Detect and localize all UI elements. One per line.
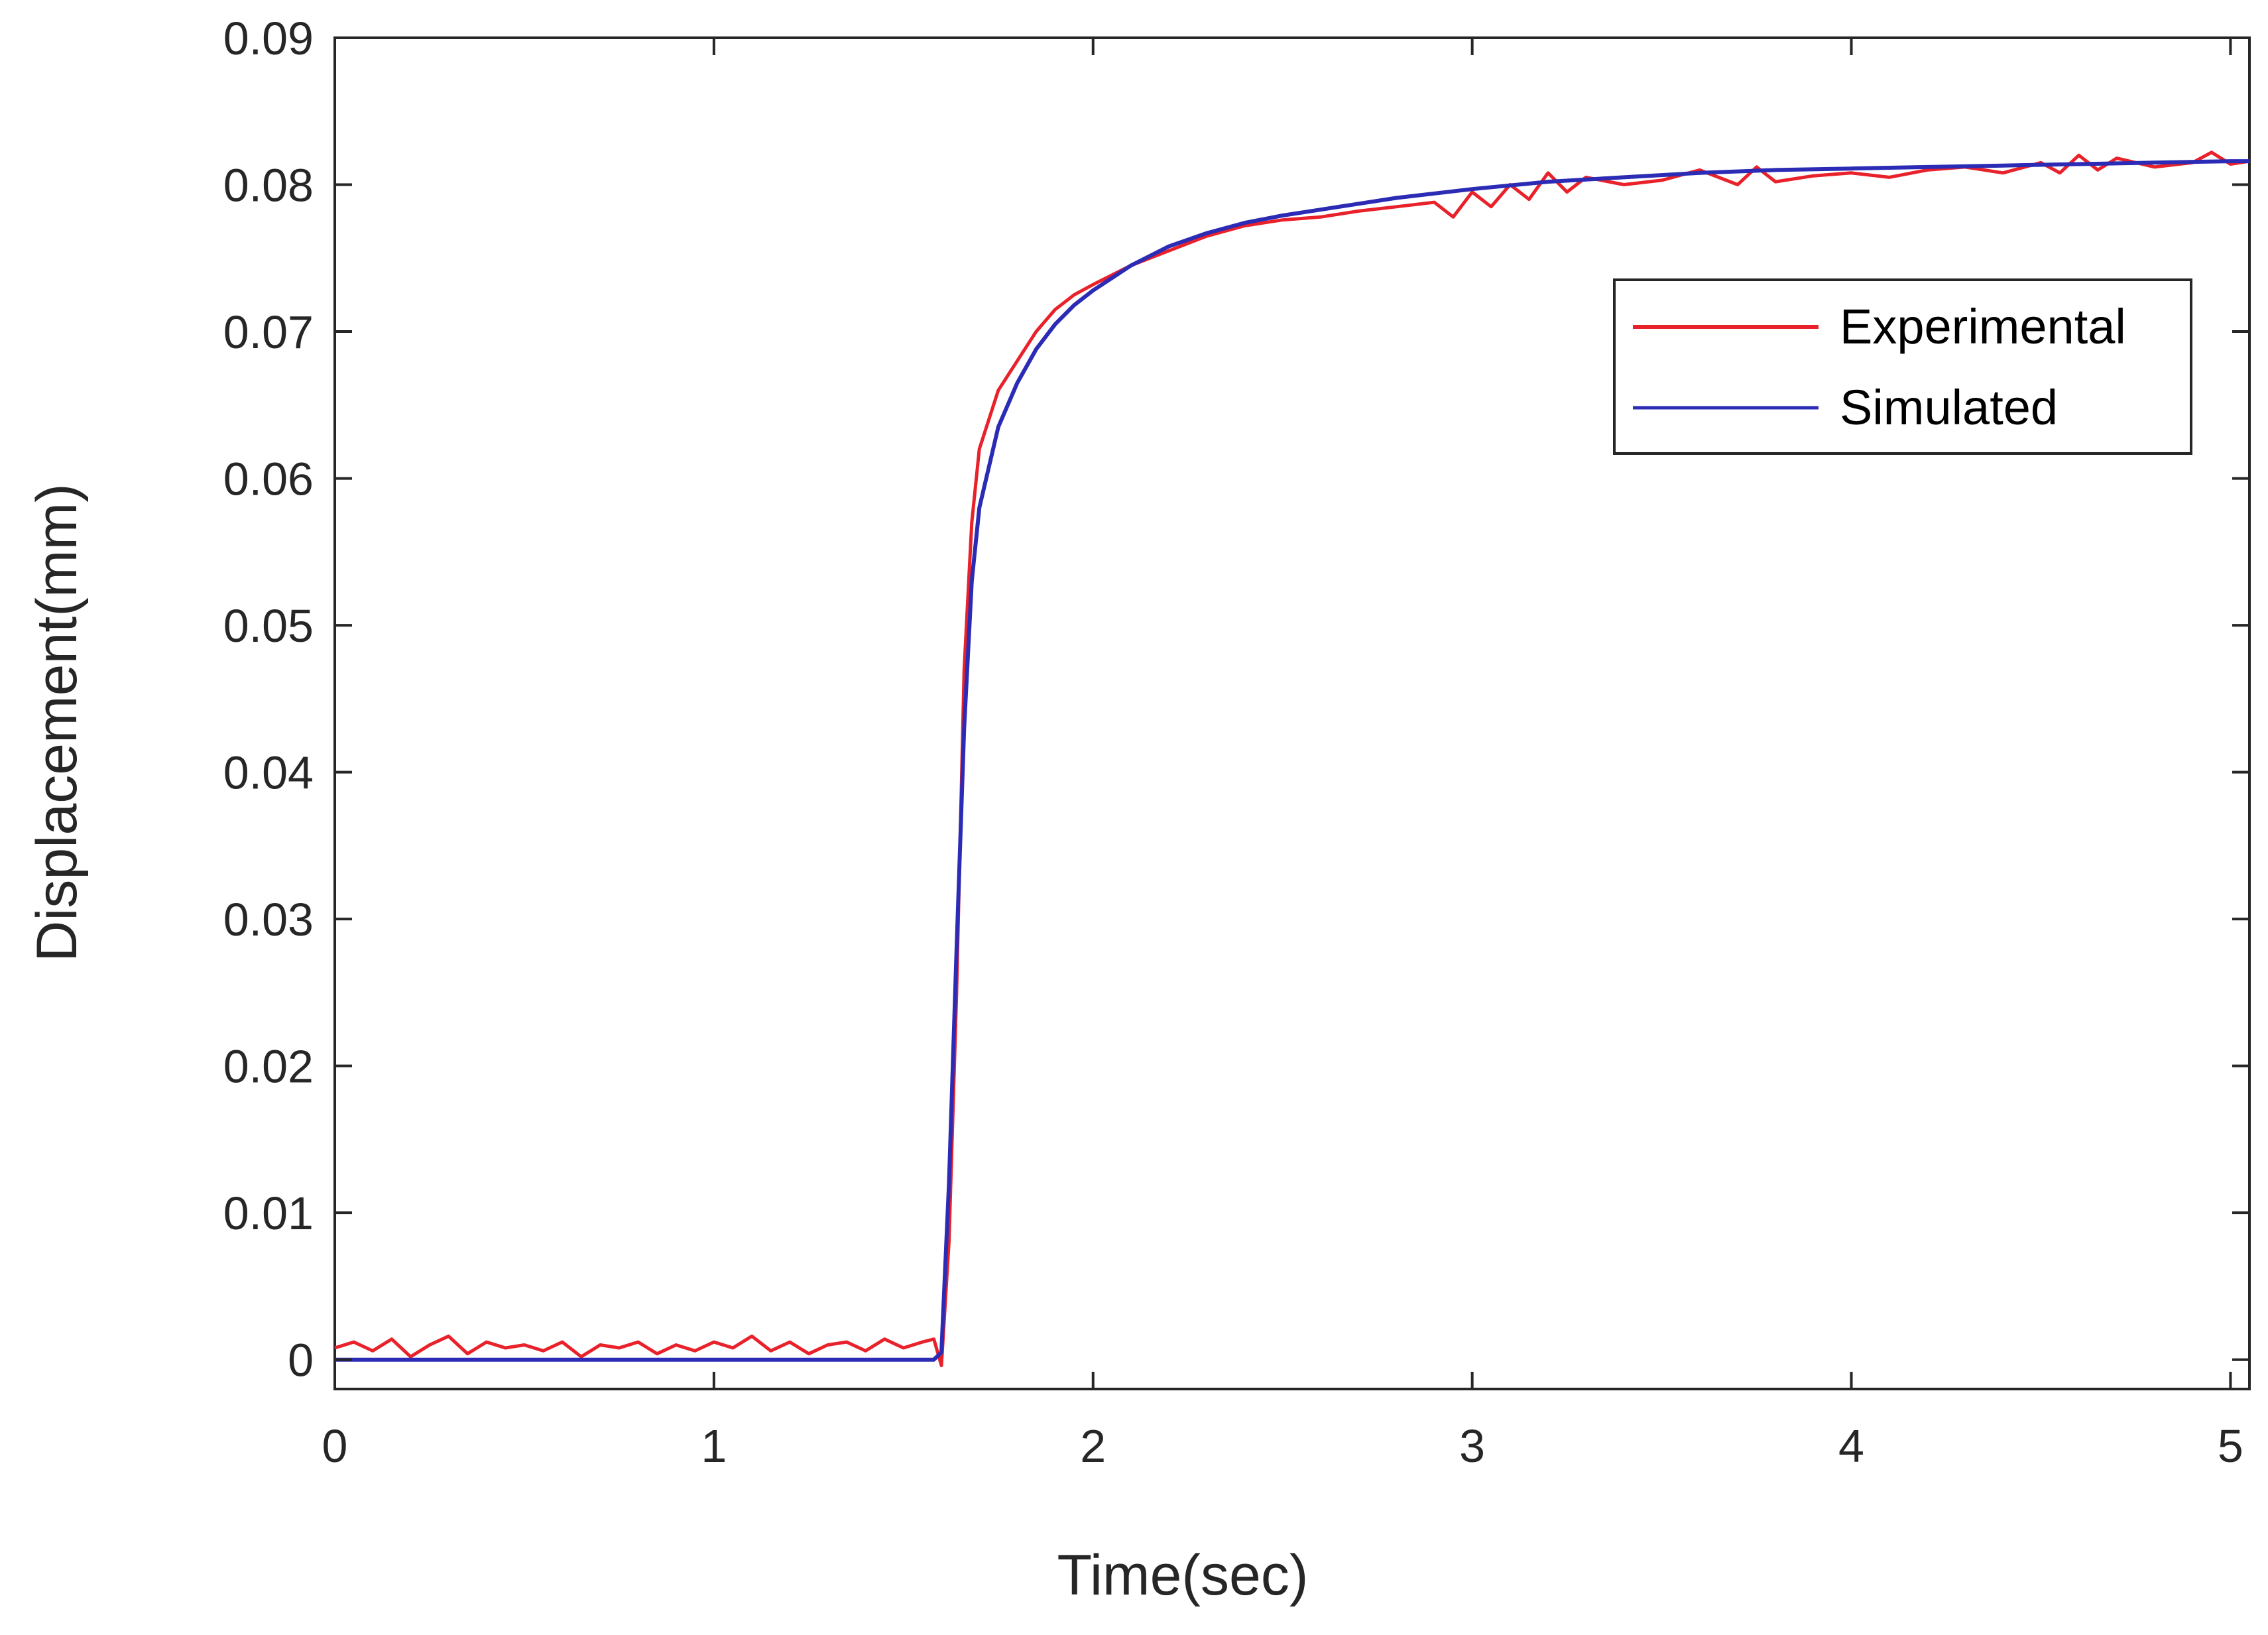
legend-box	[1613, 278, 2192, 455]
y-tick-label: 0.04	[223, 747, 314, 799]
legend-label-simulated: Simulated	[1840, 380, 2058, 435]
x-axis-title: Time(sec)	[1057, 1544, 1308, 1607]
series-layer	[334, 151, 2250, 1368]
y-tick-label: 0.03	[223, 894, 314, 945]
y-axis-ticks: 0 0.01 0.02 0.03 0.04 0.05 0.06 0.07 0.08 0.09	[223, 13, 2249, 1386]
x-tick-label: 2	[1080, 1420, 1106, 1472]
x-tick-label: 4	[1838, 1420, 1864, 1472]
x-tick-label: 5	[2218, 1420, 2243, 1472]
x-tick-label: 0	[322, 1420, 348, 1472]
y-axis-title: Displacement(mm)	[25, 483, 89, 962]
legend-label-experimental: Experimental	[1840, 299, 2126, 354]
y-tick-label: 0.08	[223, 160, 314, 212]
x-axis-ticks: 0 1 2 3 4 5	[322, 38, 2243, 1472]
y-tick-label: 0.02	[223, 1041, 314, 1093]
series-line-experimental	[334, 151, 2250, 1368]
series-line-simulated	[335, 159, 2249, 1362]
y-tick-label: 0.01	[223, 1187, 314, 1239]
y-tick-label: 0.07	[223, 306, 314, 358]
y-tick-label: 0.05	[223, 600, 314, 652]
y-tick-label: 0	[288, 1335, 314, 1386]
plot-area	[333, 36, 2251, 1390]
x-tick-label: 1	[701, 1420, 727, 1472]
x-tick-label: 3	[1459, 1420, 1485, 1472]
y-tick-label: 0.09	[223, 13, 314, 64]
legend: Experimental Simulated	[1613, 278, 2192, 455]
y-tick-label: 0.06	[223, 454, 314, 505]
plot-frame	[333, 36, 2251, 1390]
